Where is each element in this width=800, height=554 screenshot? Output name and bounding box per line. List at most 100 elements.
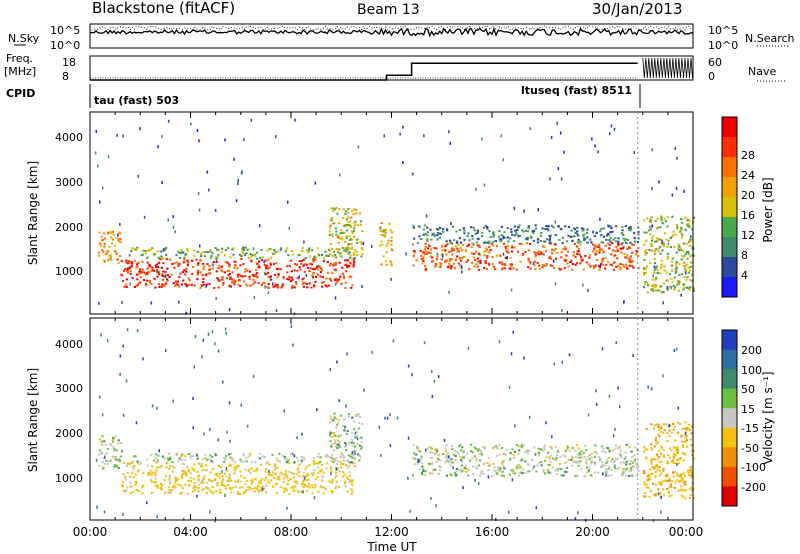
xtick-2000: 20:00 <box>575 525 610 539</box>
velocity-cell <box>181 487 184 490</box>
velocity-cell <box>351 479 354 482</box>
velocity-cell <box>155 469 158 472</box>
power-cell <box>634 240 637 243</box>
power-cell <box>326 285 329 288</box>
power-cell <box>343 232 346 234</box>
velocity-cell <box>310 472 314 475</box>
power-cell <box>275 285 278 288</box>
power-cell <box>239 275 242 277</box>
noise-right-top: 10^5 <box>708 24 738 37</box>
velocity-cell <box>210 460 213 463</box>
velocity-cell <box>249 453 252 456</box>
power-cell <box>478 253 481 256</box>
power-scatter-cell <box>267 291 270 295</box>
velocity-cell <box>306 472 309 475</box>
velocity-cell <box>100 452 103 455</box>
velocity-cell <box>242 454 245 457</box>
velocity-cell <box>650 447 653 450</box>
power-cell <box>649 228 652 231</box>
power-cell <box>323 260 326 263</box>
power-cell <box>276 267 279 270</box>
power-cell <box>344 263 347 266</box>
power-cell <box>276 250 279 253</box>
power-cell <box>321 282 324 285</box>
velocity-cell <box>488 463 491 466</box>
power-cell <box>671 269 674 272</box>
velocity-cell <box>202 477 205 480</box>
velocity-cell <box>547 469 550 471</box>
power-cell <box>422 260 425 263</box>
power-scatter-cell <box>197 191 200 195</box>
velocity-cell <box>509 452 512 455</box>
velocity-cell <box>690 432 693 435</box>
velocity-scatter-cell <box>201 355 203 359</box>
velocity-scatter-cell <box>675 347 678 351</box>
velocity-cell <box>660 483 663 486</box>
power-cell <box>598 264 601 267</box>
velocity-cell <box>564 467 567 470</box>
power-cell <box>338 208 341 211</box>
power-colorbar-segment <box>722 277 737 298</box>
velocity-cell <box>676 451 679 454</box>
power-cell <box>426 247 430 250</box>
power-cell <box>687 250 690 253</box>
power-cell <box>182 270 185 273</box>
date-title: 30/Jan/2013 <box>592 0 683 18</box>
power-cell <box>549 264 553 267</box>
power-cell <box>158 283 161 286</box>
power-cell <box>350 226 353 229</box>
power-cell <box>335 230 338 233</box>
velocity-cell <box>621 468 624 471</box>
velocity-cell <box>243 491 246 494</box>
power-scatter-cell <box>272 282 274 286</box>
velocity-cell <box>673 486 676 489</box>
velocity-cell <box>418 468 421 471</box>
velocity-cell <box>463 456 466 459</box>
velocity-cell <box>654 437 658 439</box>
power-cell <box>475 263 478 266</box>
velocity-cell <box>580 468 583 471</box>
power-cell <box>280 247 283 250</box>
power-cell <box>302 264 305 267</box>
power-cell <box>654 252 657 255</box>
power-scatter-cell <box>592 230 594 234</box>
velocity-cell <box>451 445 454 448</box>
power-cell <box>293 269 296 272</box>
velocity-cell <box>521 457 524 460</box>
velocity-cell <box>663 429 666 432</box>
power-cell <box>178 285 181 288</box>
power-cell <box>488 242 491 245</box>
power-cell <box>573 228 576 231</box>
power-cell <box>665 238 668 241</box>
velocity-cell <box>258 490 261 493</box>
power-cell <box>643 231 646 234</box>
power-cell <box>115 253 118 256</box>
power-cell <box>314 256 317 259</box>
velocity-cell <box>575 461 578 464</box>
power-cell <box>108 257 111 260</box>
velocity-cell <box>513 456 516 459</box>
power-cell <box>346 265 349 268</box>
power-cell <box>637 231 640 233</box>
power-cell <box>314 280 317 283</box>
power-cell <box>573 227 576 230</box>
velocity-cell <box>171 470 174 473</box>
power-cell <box>350 246 354 249</box>
velocity-scatter-cell <box>103 456 106 459</box>
power-cell <box>150 283 153 285</box>
power-scatter-cell <box>150 301 153 305</box>
power-cell <box>601 241 605 244</box>
xtick-2400: 00:00 <box>669 525 704 539</box>
xtick-1200: 12:00 <box>374 525 409 539</box>
power-cell <box>432 232 435 235</box>
velocity-cell <box>344 485 347 488</box>
power-cell <box>114 244 117 247</box>
power-cell <box>312 258 315 261</box>
power-cell <box>653 268 656 271</box>
velocity-cell <box>597 471 600 474</box>
velocity-cell <box>590 456 593 459</box>
power-cell <box>160 266 163 269</box>
power-cell <box>483 250 486 253</box>
velocity-cell <box>151 471 154 474</box>
power-cell <box>627 257 630 260</box>
